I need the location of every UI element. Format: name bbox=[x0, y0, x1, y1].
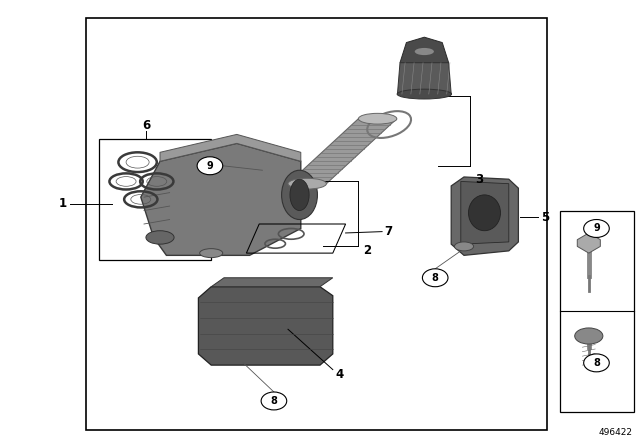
Text: 6: 6 bbox=[142, 119, 150, 132]
Ellipse shape bbox=[454, 242, 474, 251]
Text: 9: 9 bbox=[207, 161, 213, 171]
Circle shape bbox=[261, 392, 287, 410]
Polygon shape bbox=[397, 63, 451, 94]
Polygon shape bbox=[288, 119, 397, 184]
Text: 496422: 496422 bbox=[598, 428, 632, 437]
Text: 4: 4 bbox=[335, 367, 343, 381]
Text: 7: 7 bbox=[384, 225, 392, 238]
Bar bbox=[86, 18, 547, 430]
Bar bbox=[560, 211, 634, 412]
Text: 8: 8 bbox=[271, 396, 277, 406]
Ellipse shape bbox=[575, 328, 603, 344]
Circle shape bbox=[584, 354, 609, 372]
Circle shape bbox=[422, 269, 448, 287]
Ellipse shape bbox=[468, 195, 500, 231]
Polygon shape bbox=[461, 181, 509, 244]
Text: 8: 8 bbox=[432, 273, 438, 283]
Polygon shape bbox=[211, 278, 333, 287]
Ellipse shape bbox=[200, 249, 223, 258]
Text: 3: 3 bbox=[476, 172, 484, 186]
Text: 8: 8 bbox=[593, 358, 600, 368]
Text: 2: 2 bbox=[364, 244, 372, 258]
Text: 5: 5 bbox=[541, 211, 549, 224]
Polygon shape bbox=[400, 37, 449, 63]
Ellipse shape bbox=[146, 231, 174, 244]
Text: 9: 9 bbox=[593, 224, 600, 233]
Ellipse shape bbox=[397, 89, 452, 99]
Ellipse shape bbox=[415, 48, 434, 55]
Ellipse shape bbox=[290, 179, 309, 211]
Ellipse shape bbox=[282, 170, 317, 220]
Ellipse shape bbox=[288, 178, 326, 189]
Polygon shape bbox=[160, 134, 301, 161]
Polygon shape bbox=[141, 143, 301, 255]
Text: 1: 1 bbox=[59, 197, 67, 211]
Circle shape bbox=[584, 220, 609, 237]
Bar bbox=[99, 139, 211, 260]
Circle shape bbox=[197, 157, 223, 175]
Polygon shape bbox=[198, 287, 333, 365]
Polygon shape bbox=[451, 177, 518, 255]
Polygon shape bbox=[577, 233, 600, 253]
Ellipse shape bbox=[358, 113, 397, 124]
